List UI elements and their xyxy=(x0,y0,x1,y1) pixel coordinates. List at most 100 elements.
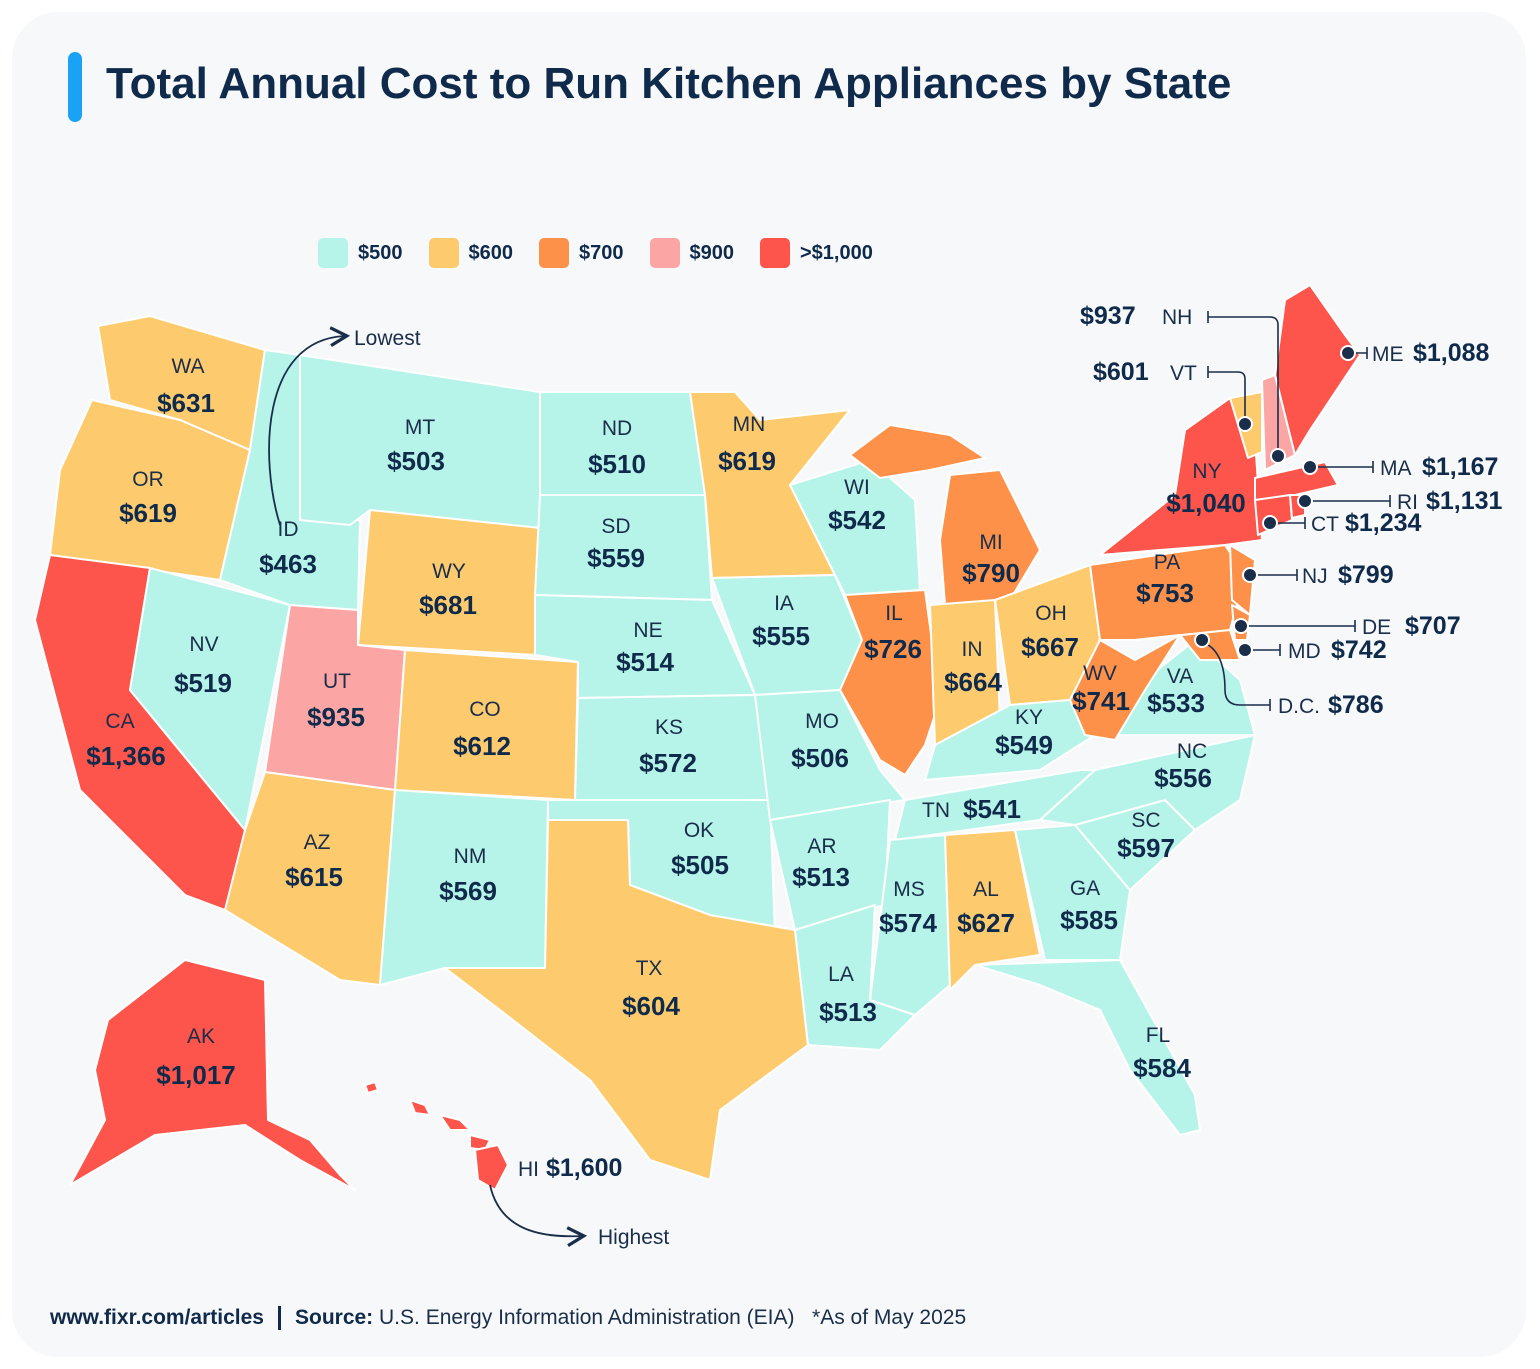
state-abbr-ok: OK xyxy=(684,819,714,842)
state-abbr-de: DE xyxy=(1362,616,1391,639)
legend-swatch xyxy=(539,238,569,268)
state-abbr-nj: NJ xyxy=(1302,565,1328,588)
state-value-wi: $542 xyxy=(828,505,886,535)
state-abbr-tn: TN xyxy=(922,799,950,822)
legend-item-500: $500 xyxy=(318,238,403,268)
state-value-me: $1,088 xyxy=(1413,339,1490,367)
state-abbr-nc: NC xyxy=(1177,740,1207,763)
legend-label: $700 xyxy=(579,241,624,264)
legend-item-900: $900 xyxy=(649,238,735,268)
state-labels: WA $631 OR $619 CA $1,366 NV $519 ID $46… xyxy=(86,355,1246,1090)
footer-divider xyxy=(277,1306,281,1331)
state-abbr-mo: MO xyxy=(805,710,839,733)
state-abbr-ms: MS xyxy=(893,878,925,901)
state-abbr-hi: HI xyxy=(518,1158,539,1181)
state-value-hi: $1,600 xyxy=(546,1154,622,1182)
state-abbr-ri: RI xyxy=(1397,491,1418,514)
state-abbr-co: CO xyxy=(469,698,501,721)
state-value-dc: $786 xyxy=(1328,691,1384,719)
state-abbr-ga: GA xyxy=(1070,877,1100,900)
state-value-co: $612 xyxy=(453,731,511,761)
state-value-wy: $681 xyxy=(419,590,477,620)
state-abbr-pa: PA xyxy=(1154,551,1180,574)
legend-item-700: $700 xyxy=(539,238,624,268)
highest-arrow xyxy=(489,1184,588,1248)
legend-swatch xyxy=(649,238,680,268)
state-shape-fl xyxy=(974,959,1201,1136)
state-abbr-me: ME xyxy=(1372,343,1404,366)
state-value-ct: $1,234 xyxy=(1345,509,1422,537)
state-abbr-in: IN xyxy=(962,638,983,661)
state-value-ok: $505 xyxy=(671,850,729,880)
state-shape-ms xyxy=(869,834,951,1016)
state-shape-nd xyxy=(539,391,706,496)
state-value-la: $513 xyxy=(819,997,877,1027)
state-value-pa: $753 xyxy=(1136,578,1194,608)
state-value-md: $742 xyxy=(1331,636,1387,664)
state-shape-mi-upper xyxy=(849,424,986,479)
state-value-nc: $556 xyxy=(1154,763,1212,793)
state-abbr-mn: MN xyxy=(733,413,766,436)
legend-label: $500 xyxy=(358,241,403,264)
state-value-nd: $510 xyxy=(588,449,646,479)
state-abbr-sd: SD xyxy=(601,515,630,538)
state-value-ia: $555 xyxy=(752,621,810,651)
state-shape-me xyxy=(1274,284,1361,456)
state-abbr-va: VA xyxy=(1167,665,1193,688)
state-value-id: $463 xyxy=(259,549,317,579)
state-abbr-nd: ND xyxy=(602,417,632,440)
state-value-il: $726 xyxy=(864,634,922,664)
state-abbr-ak: AK xyxy=(187,1025,215,1048)
highest-label: Highest xyxy=(598,1226,669,1249)
legend-label: >$1,000 xyxy=(800,241,873,264)
callout-labels: HI $1,600 $937 NH $601 VT ME $1,088 MA $… xyxy=(518,302,1503,1182)
state-shape-mo xyxy=(754,689,906,821)
state-abbr-ut: UT xyxy=(323,670,351,693)
footer-source-text: U.S. Energy Information Administration (… xyxy=(379,1306,795,1329)
state-abbr-wv: WV xyxy=(1083,662,1117,685)
state-value-ar: $513 xyxy=(792,862,850,892)
callout-dots xyxy=(1194,345,1356,658)
footer-source-label: Source: xyxy=(294,1306,374,1329)
state-abbr-al: AL xyxy=(973,878,999,901)
state-abbr-ia: IA xyxy=(774,592,794,615)
state-value-ne: $514 xyxy=(616,647,674,677)
lowest-arrow xyxy=(268,326,351,526)
state-abbr-fl: FL xyxy=(1146,1024,1171,1047)
state-abbr-ct: CT xyxy=(1311,513,1339,536)
state-value-nv: $519 xyxy=(174,668,232,698)
state-value-mo: $506 xyxy=(791,743,849,773)
state-abbr-dc: D.C. xyxy=(1278,695,1320,718)
state-abbr-ar: AR xyxy=(807,835,836,858)
legend-swatch xyxy=(760,238,790,268)
state-value-ma: $1,167 xyxy=(1422,453,1498,481)
legend-label: $900 xyxy=(689,241,735,264)
state-value-wv: $741 xyxy=(1072,686,1130,716)
state-abbr-ny: NY xyxy=(1192,460,1221,483)
state-abbr-tx: TX xyxy=(636,957,663,980)
legend-swatch xyxy=(428,238,459,268)
state-shape-hi-islands xyxy=(364,1081,491,1151)
state-value-ak: $1,017 xyxy=(156,1060,236,1090)
state-value-ny: $1,040 xyxy=(1166,488,1246,518)
state-abbr-nh: NH xyxy=(1162,306,1192,329)
state-value-vt: $601 xyxy=(1093,358,1149,386)
state-value-nm: $569 xyxy=(439,876,497,906)
state-value-sc: $597 xyxy=(1117,833,1175,863)
state-value-mi: $790 xyxy=(962,558,1020,588)
state-abbr-md: MD xyxy=(1288,640,1321,663)
state-value-ky: $549 xyxy=(995,730,1053,760)
state-value-tx: $604 xyxy=(622,991,680,1021)
legend-swatch xyxy=(318,238,348,268)
legend-item-600: $600 xyxy=(428,238,513,268)
state-abbr-wy: WY xyxy=(432,560,466,583)
state-value-wa: $631 xyxy=(157,388,215,418)
state-shape-al xyxy=(944,829,1041,991)
state-value-ga: $585 xyxy=(1060,905,1118,935)
footer-url[interactable]: www.fixr.com/articles xyxy=(50,1306,264,1329)
state-abbr-wa: WA xyxy=(171,355,204,378)
state-abbr-ks: KS xyxy=(655,716,683,739)
state-value-fl: $584 xyxy=(1133,1053,1191,1083)
state-value-mt: $503 xyxy=(387,446,445,476)
legend: $500 $600 $700 $900 >$1,000 xyxy=(318,238,873,268)
